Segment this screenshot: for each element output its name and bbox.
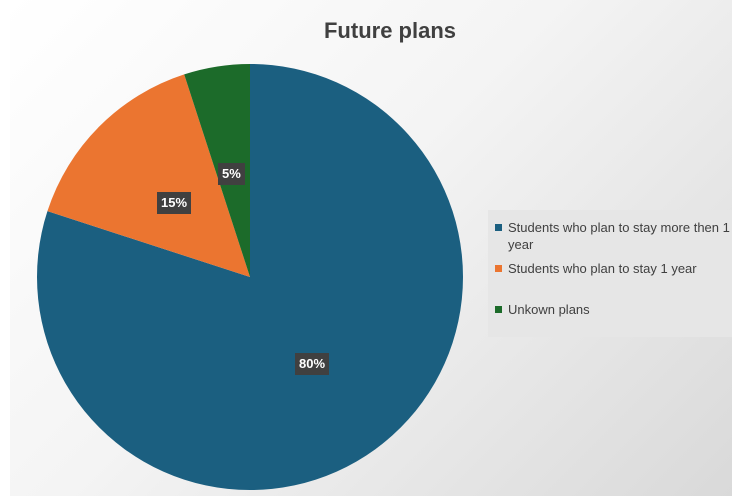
legend-label: Unkown plans xyxy=(508,302,590,317)
legend-swatch-green xyxy=(495,306,502,313)
legend-label: Students who plan to stay more then 1 xyxy=(508,220,730,235)
chart-title: Future plans xyxy=(323,18,456,43)
data-label-unknown: 5% xyxy=(218,163,245,185)
pie-chart xyxy=(37,64,463,490)
legend-swatch-orange xyxy=(495,265,502,272)
data-label-more-than-1-year: 80% xyxy=(295,353,330,375)
legend-label-cont: year xyxy=(508,237,534,252)
legend-label: Students who plan to stay 1 year xyxy=(508,261,697,276)
pie-slice-1 xyxy=(47,74,251,278)
legend: Students who plan to stay more then 1 ye… xyxy=(488,210,732,337)
chart-area: Future plans 80% 15% 5% Students who pla… xyxy=(10,0,732,496)
data-label-1-year: 15% xyxy=(157,192,192,214)
legend-swatch-blue xyxy=(495,224,502,231)
pie-slice-2 xyxy=(184,64,250,277)
